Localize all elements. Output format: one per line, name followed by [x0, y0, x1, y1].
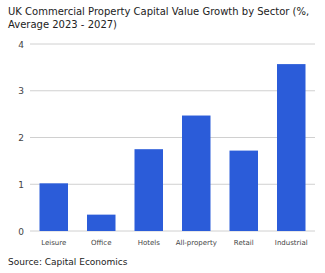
y-tick-label: 2 [18, 133, 24, 143]
y-tick-label: 1 [18, 180, 24, 190]
bars [40, 64, 306, 231]
grid-line [30, 184, 315, 185]
bar [87, 215, 116, 231]
bar [277, 64, 306, 231]
grid-line [30, 90, 315, 91]
y-tick-label: 4 [18, 40, 24, 50]
x-tick-label: Hotels [138, 239, 161, 247]
title: UK Commercial Property Capital Value Gro… [8, 6, 309, 30]
bar [230, 151, 259, 231]
x-tick-label: Office [91, 239, 111, 247]
chart: UK Commercial Property Capital Value Gro… [0, 0, 325, 273]
grid [30, 44, 315, 231]
chart-container: UK Commercial Property Capital Value Gro… [0, 0, 325, 273]
grid-line [30, 231, 315, 232]
x-tick-label: Industrial [275, 239, 308, 247]
grid-line [30, 137, 315, 138]
annotation: Source: Capital Economics [8, 257, 128, 267]
x-tick-label: All-property [176, 239, 217, 247]
y-tick-label: 0 [18, 227, 24, 237]
x-tick-label: Retail [234, 239, 254, 247]
bar [135, 149, 164, 231]
y-tick-label: 3 [18, 86, 24, 96]
x-tick-label: Leisure [41, 239, 66, 247]
bar [40, 183, 69, 231]
grid-line [30, 44, 315, 45]
bar [182, 116, 211, 231]
